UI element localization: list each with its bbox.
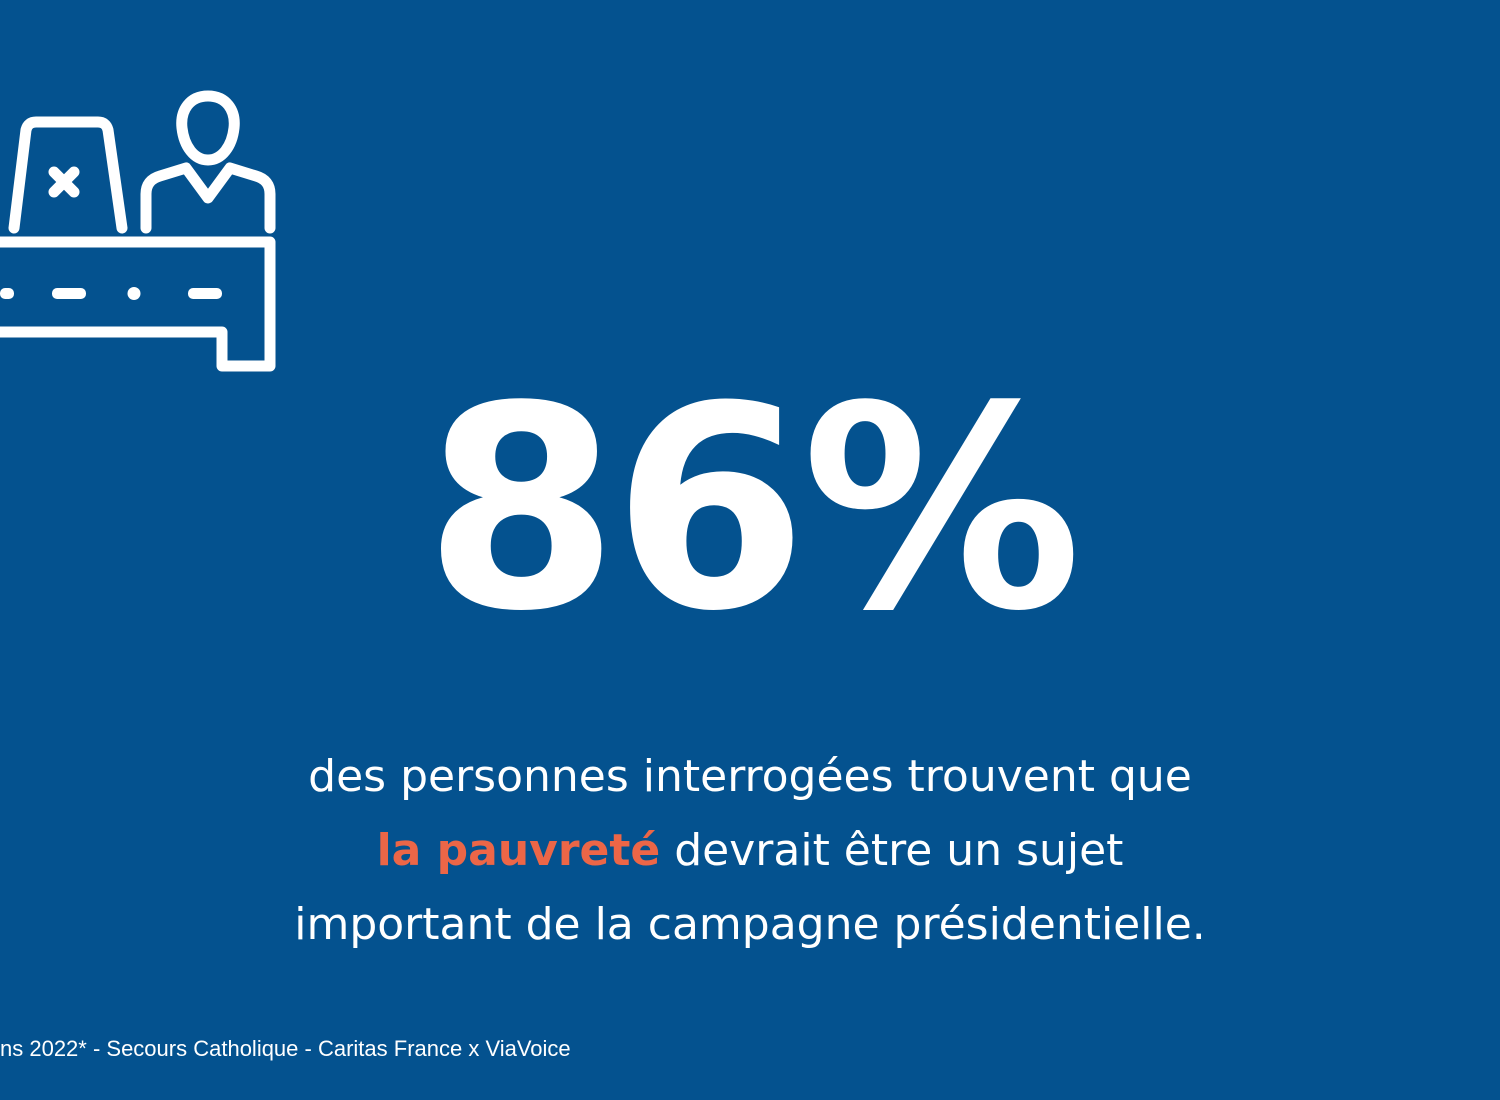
- caption-line-2-rest: devrait être un sujet: [660, 825, 1124, 876]
- caption-highlight: la pauvreté: [376, 825, 661, 876]
- caption-line-1: des personnes interrogées trouvent que: [308, 751, 1192, 802]
- stat-value: 86%: [423, 347, 1082, 673]
- source-text: ns 2022* - Secours Catholique - Caritas …: [0, 1036, 571, 1061]
- caption-line-2: la pauvreté devrait être un sujet: [0, 814, 1500, 888]
- voting-booth-icon: [0, 0, 300, 400]
- caption: des personnes interrogées trouvent que l…: [0, 740, 1500, 962]
- caption-line-3: important de la campagne présidentielle.: [294, 899, 1206, 950]
